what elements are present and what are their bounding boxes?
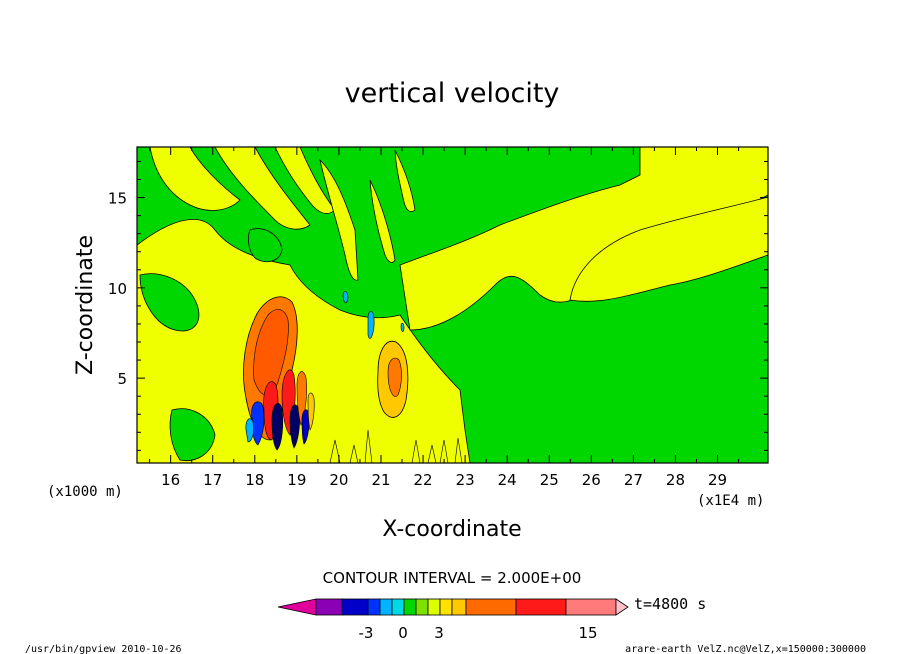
contour-green-hole-3 — [248, 228, 283, 263]
colorbar-cell — [379, 598, 393, 616]
plot-frame — [136, 146, 769, 464]
y-axis: 5 10 15 — [108, 160, 768, 451]
x-tick-label: 26 — [582, 471, 601, 489]
y-axis-label: Z-coordinate — [73, 235, 98, 375]
colorbar-cell — [341, 598, 369, 616]
colorbar-label: -3 — [359, 624, 374, 642]
colorbar-cell — [403, 598, 417, 616]
plot-area — [137, 147, 768, 463]
contour-yellow-strand-3 — [274, 147, 336, 214]
x-tick-label: 16 — [161, 471, 180, 489]
y-tick-label: 5 — [117, 370, 127, 388]
colorbar-label: 3 — [434, 624, 444, 642]
y-tick-label: 15 — [108, 190, 127, 208]
colorbar-cell — [515, 598, 567, 616]
contour-green-hole-1 — [139, 273, 200, 332]
colorbar-cell — [465, 598, 517, 616]
x-tick-label: 27 — [624, 471, 643, 489]
colorbar-cell — [439, 598, 453, 616]
strong-cells — [245, 369, 315, 451]
chart-title: vertical velocity — [345, 78, 560, 109]
colorbar-label: 15 — [578, 624, 597, 642]
x-unit-left: (x1000 m) — [47, 484, 123, 500]
contour-yellow-strand-6 — [394, 149, 416, 212]
colorbar-cell — [565, 598, 617, 616]
colorbar-arrow-left — [277, 598, 317, 616]
x-tick-label: 29 — [708, 471, 727, 489]
x-tick-label: 23 — [456, 471, 475, 489]
x-tick-label: 28 — [666, 471, 685, 489]
colorbar-cell — [427, 598, 441, 616]
colorbar-cell — [367, 598, 381, 616]
colorbar-arrow-right — [615, 598, 629, 616]
contour-yellow-right — [569, 196, 768, 302]
x-tick-label: 24 — [498, 471, 517, 489]
x-tick-label: 19 — [287, 471, 306, 489]
contour-yellow-strand-4 — [319, 158, 359, 281]
colorbar-cell — [315, 598, 343, 616]
x-tick-label: 21 — [371, 471, 390, 489]
contour-yellow-strand-1 — [149, 147, 241, 211]
contour-green-hole-2 — [169, 408, 216, 462]
footer-left: /usr/bin/gpview 2010-10-26 — [25, 644, 182, 654]
x-axis: 16 17 18 19 20 21 22 23 24 25 26 27 28 29 — [149, 147, 740, 489]
colorbar-label: 0 — [398, 624, 408, 642]
x-axis-label: X-coordinate — [382, 517, 521, 542]
x-tick-label: 25 — [540, 471, 559, 489]
colorbar: -3 0 3 15 — [277, 598, 629, 642]
blue-speck-3 — [400, 322, 405, 332]
contour-yellow-strand-5 — [369, 179, 396, 263]
x-tick-label: 17 — [203, 471, 222, 489]
blue-speck-2 — [367, 310, 375, 339]
colorbar-cell — [391, 598, 405, 616]
contour-yellow-strand-2 — [214, 147, 311, 230]
time-label: t=4800 s — [634, 595, 706, 613]
x-tick-label: 20 — [329, 471, 348, 489]
colorbar-cell — [451, 598, 467, 616]
x-unit-right: (x1E4 m) — [697, 493, 764, 509]
footer-right: arare-earth_VelZ.nc@VelZ,x=150000:300000 — [625, 644, 866, 654]
y-tick-label: 10 — [108, 280, 127, 298]
x-tick-label: 22 — [414, 471, 433, 489]
contour-interval: CONTOUR INTERVAL = 2.000E+00 — [323, 569, 582, 587]
colorbar-cell — [415, 598, 429, 616]
x-tick-label: 18 — [245, 471, 264, 489]
ground-fringe — [329, 429, 463, 463]
contour-orange-secondary-inner — [387, 357, 402, 397]
blue-speck-1 — [342, 291, 349, 304]
